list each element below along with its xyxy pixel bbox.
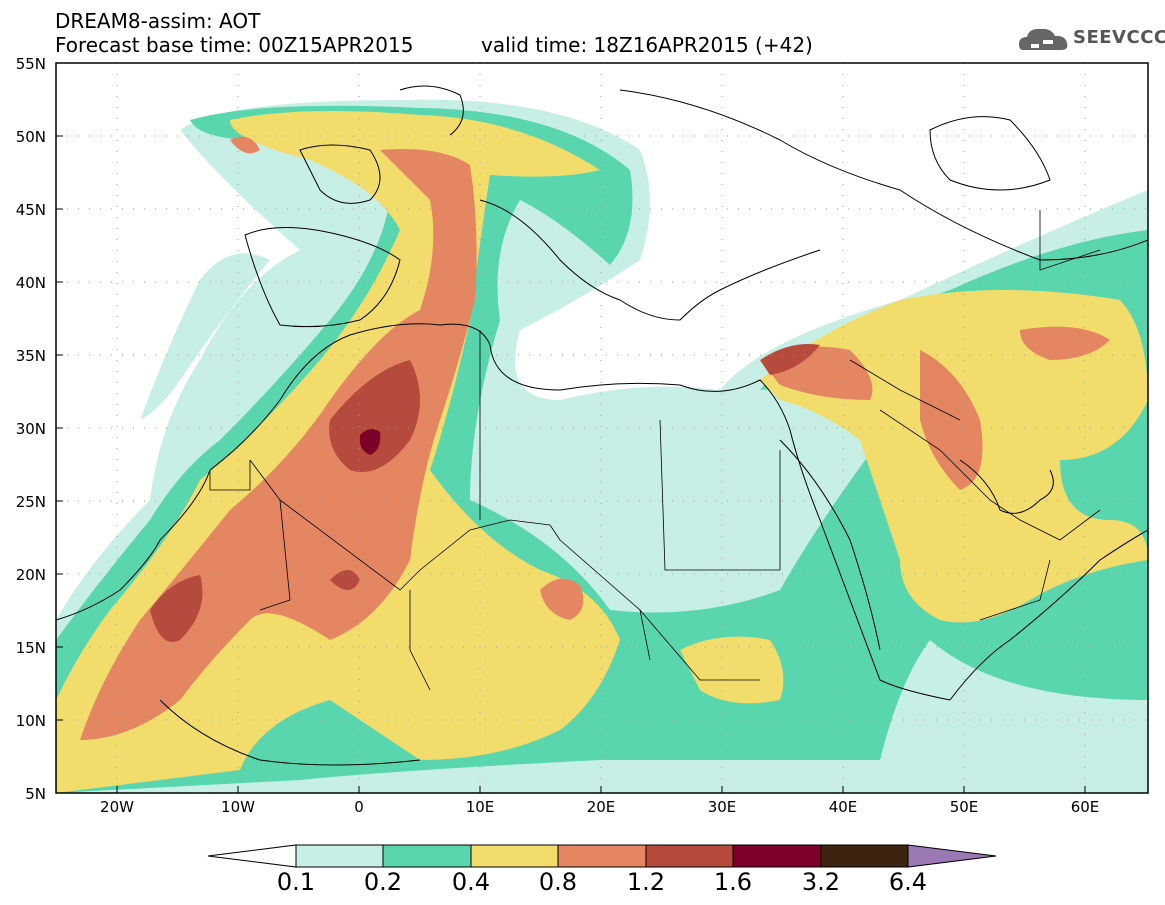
lon-label-10w: 10W <box>221 798 255 816</box>
colorbar-label-1.6: 1.6 <box>713 868 753 896</box>
colorbar-label-0.1: 0.1 <box>276 868 316 896</box>
cloud-logo-icon <box>1019 28 1068 50</box>
map-title: DREAM8-assim: AOT <box>55 9 261 33</box>
colorbar-label-1.2: 1.2 <box>626 868 666 896</box>
aot-contours <box>56 99 1148 793</box>
lon-label-30e: 30E <box>707 798 737 816</box>
colorbar-label-3.2: 3.2 <box>801 868 841 896</box>
forecast-base-time: Forecast base time: 00Z15APR2015 <box>55 33 414 57</box>
aot-band-1.6 <box>359 429 381 455</box>
lon-label-10e: 10E <box>465 798 495 816</box>
lon-label-60e: 60E <box>1070 798 1100 816</box>
aot-band-0.4-africa <box>680 636 784 704</box>
lat-label-30n: 30N <box>15 420 46 438</box>
lon-label-40e: 40E <box>828 798 858 816</box>
coastlines <box>55 85 1149 766</box>
colorbar-label-0.2: 0.2 <box>363 868 403 896</box>
lat-label-45n: 45N <box>15 201 46 219</box>
lat-label-10n: 10N <box>15 712 46 730</box>
lon-label-20e: 20E <box>586 798 616 816</box>
logo-text: SEEVCCC <box>1073 27 1165 48</box>
lon-label-0: 0 <box>354 798 364 816</box>
lat-label-50n: 50N <box>15 128 46 146</box>
lat-label-20n: 20N <box>15 566 46 584</box>
lat-label-40n: 40N <box>15 274 46 292</box>
lat-label-5n: 5N <box>25 785 46 803</box>
borders <box>209 210 1101 691</box>
colorbar-label-0.4: 0.4 <box>451 868 491 896</box>
lon-label-20w: 20W <box>100 798 134 816</box>
lat-label-25n: 25N <box>15 493 46 511</box>
lat-label-35n: 35N <box>15 347 46 365</box>
lon-label-50e: 50E <box>949 798 979 816</box>
colorbar-label-6.4: 6.4 <box>888 868 928 896</box>
lat-label-55n: 55N <box>15 55 46 73</box>
axis-ticks <box>56 135 1086 793</box>
valid-time: valid time: 18Z16APR2015 (+42) <box>481 33 813 57</box>
colorbar-label-0.8: 0.8 <box>538 868 578 896</box>
aot-band-0.8-east <box>760 326 1110 490</box>
lat-label-15n: 15N <box>15 639 46 657</box>
